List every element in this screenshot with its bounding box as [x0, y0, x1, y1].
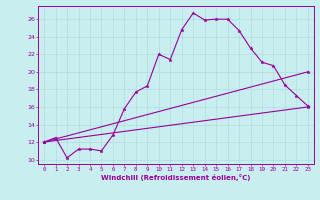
X-axis label: Windchill (Refroidissement éolien,°C): Windchill (Refroidissement éolien,°C): [101, 174, 251, 181]
